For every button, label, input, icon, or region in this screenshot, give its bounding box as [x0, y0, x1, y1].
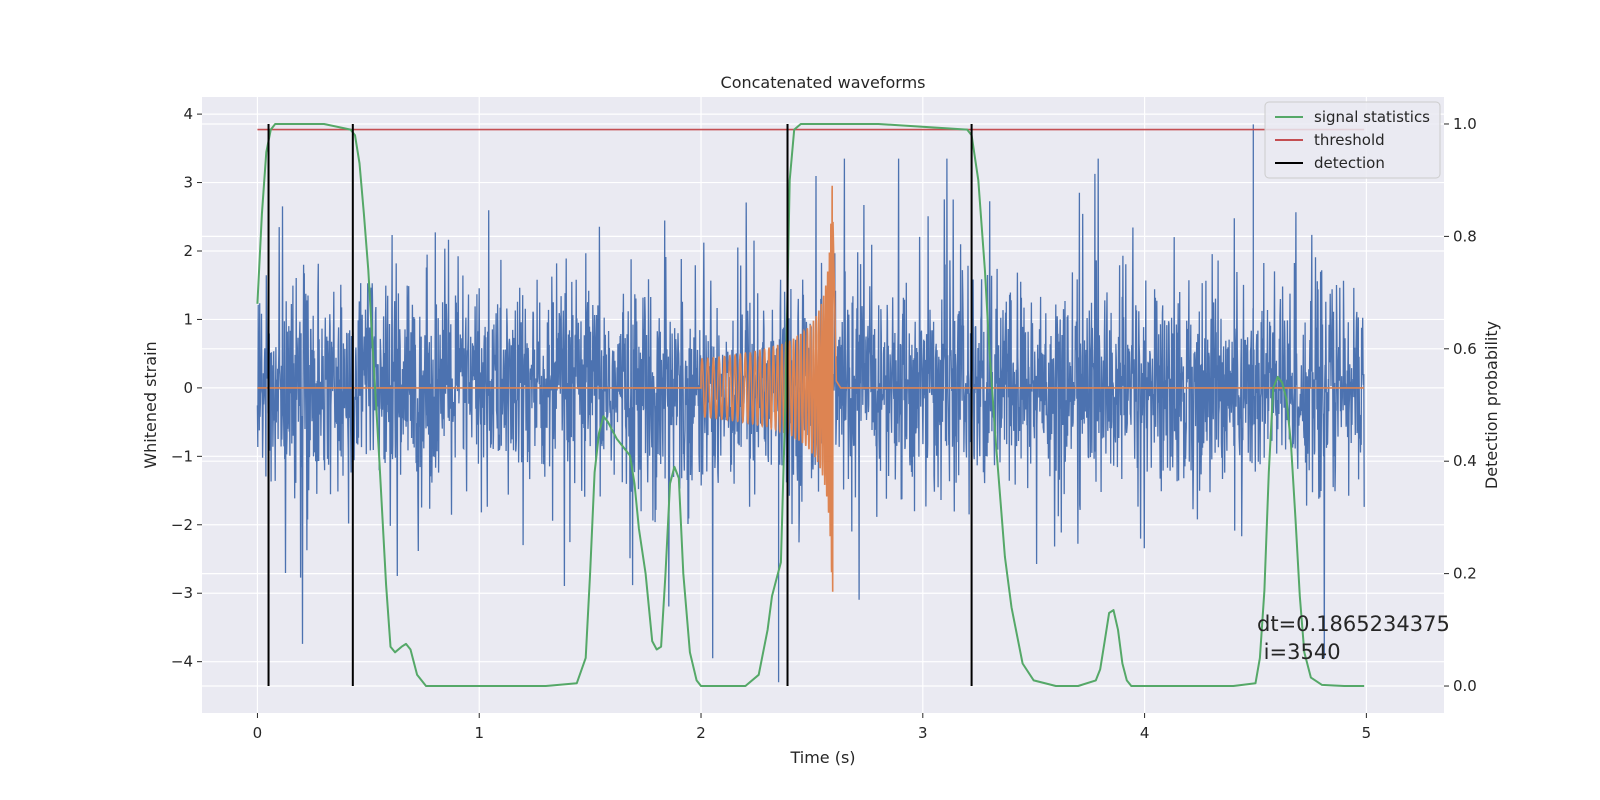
annotation-dt: dt=0.1865234375 — [1257, 612, 1450, 636]
legend-label-signal-statistics: signal statistics — [1314, 108, 1430, 126]
y-right-tick-label: 1.0 — [1453, 115, 1477, 133]
x-tick-label: 3 — [918, 724, 928, 742]
x-tick-label: 2 — [696, 724, 706, 742]
annotation-index: i=3540 — [1257, 640, 1341, 664]
y-left-tick-label: 4 — [183, 105, 193, 123]
x-axis-label: Time (s) — [789, 748, 855, 767]
x-tick-label: 4 — [1140, 724, 1150, 742]
legend-label-threshold: threshold — [1314, 131, 1385, 149]
chart-title: Concatenated waveforms — [721, 73, 926, 92]
y-left-tick-label: −2 — [171, 516, 193, 534]
y-right-tick-label: 0.8 — [1453, 227, 1477, 245]
y-left-tick-label: 3 — [183, 174, 193, 192]
x-tick-label: 5 — [1362, 724, 1372, 742]
x-tick-label: 1 — [474, 724, 484, 742]
y-left-tick-label: −4 — [171, 653, 193, 671]
y-left-tick-label: 1 — [183, 310, 193, 328]
y-left-tick-label: −3 — [171, 584, 193, 602]
y-left-tick-label: −1 — [171, 447, 193, 465]
legend-box — [1264, 101, 1441, 179]
y-left-tick-label: 2 — [183, 242, 193, 260]
y-right-tick-label: 0.4 — [1453, 452, 1477, 470]
x-tick-label: 0 — [253, 724, 263, 742]
detection-series — [267, 123, 973, 687]
signal-statistics-line — [256, 123, 1365, 687]
signal-statistics-series — [256, 123, 1365, 687]
y-right-tick-label: 0.0 — [1453, 677, 1477, 695]
legend: signal statistics threshold detection — [1264, 101, 1441, 179]
legend-label-detection: detection — [1314, 154, 1385, 172]
y-left-tick-label: 0 — [183, 379, 193, 397]
y-right-tick-label: 0.2 — [1453, 565, 1477, 583]
injected-waveform-line — [257, 185, 1365, 592]
axis-ticks: 0 1 2 3 4 5 4 3 2 1 0 −1 −2 −3 −4 1.0 0.8 0.6 0.4 0.2 0.0 — [171, 105, 1477, 742]
injected-waveform-series — [257, 185, 1365, 592]
y-axis-label-left: Whitened strain — [141, 341, 160, 468]
y-axis-label-right: Detection probability — [1482, 321, 1501, 489]
y-right-tick-label: 0.6 — [1453, 340, 1477, 358]
